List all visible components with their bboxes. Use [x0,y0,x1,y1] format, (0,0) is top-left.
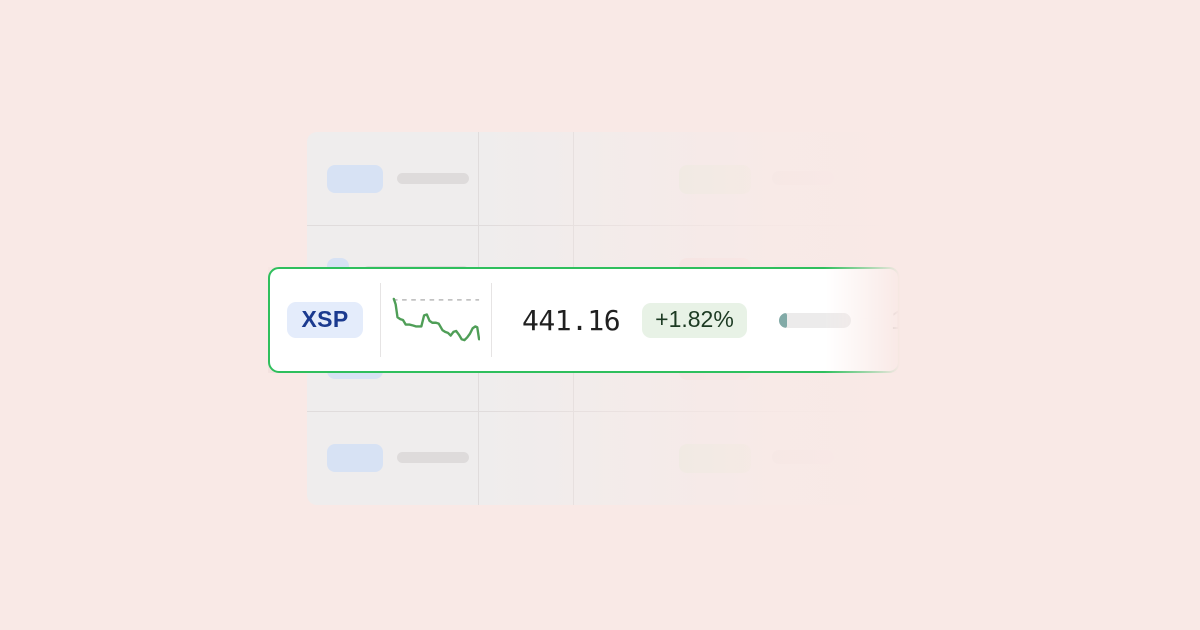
sparkline-cell [381,291,491,349]
progress-bar-fill [778,312,787,328]
change-pill-placeholder [679,444,751,473]
sparkline-icon [392,297,480,342]
name-placeholder [397,173,469,184]
ticker-badge[interactable]: XSP [286,302,364,338]
cell-divider [491,283,492,357]
highlighted-row-xsp[interactable]: XSP 441.16 +1.82% 103.6% [268,267,982,373]
table-row[interactable] [307,132,895,225]
ticker-cell: XSP [270,302,380,338]
ticker-badge-placeholder [327,444,383,472]
allocation-placeholder [772,171,834,185]
sparkline-path [392,297,480,342]
table-row[interactable] [307,411,895,504]
metrics-cell: 441.16 +1.82% 103.6% [492,302,983,338]
highlighted-row-wrapper: XSP 441.16 +1.82% 103.6% [268,267,982,373]
price-value: 441.16 [522,303,621,337]
name-placeholder [397,452,469,463]
change-pill-placeholder [679,165,751,194]
row-divider [307,225,895,226]
progress-bar-icon[interactable] [778,312,851,328]
allocation-placeholder [772,450,834,464]
row-divider [307,411,895,412]
cell-divider [380,283,381,357]
change-percent-badge: +1.82% [642,302,747,338]
ticker-badge-placeholder [327,165,383,193]
allocation-percent-value: 103.6% [890,304,983,335]
